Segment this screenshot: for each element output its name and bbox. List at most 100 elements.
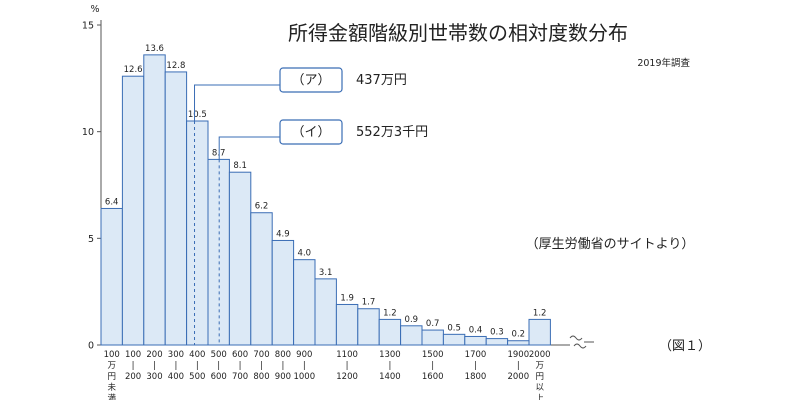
bar [250, 212, 273, 346]
bar-value-label: 4.0 [298, 249, 312, 259]
x-tick-label: 800 [275, 350, 291, 360]
x-tick-sublabel: 500 [189, 372, 205, 382]
source-note: （厚生労働省のサイトより） [526, 237, 695, 252]
bar-value-label: 0.3 [490, 328, 504, 338]
bar [314, 278, 337, 346]
bar-value-label: 1.9 [340, 293, 354, 303]
x-tick-sublabel: 800 [253, 372, 269, 382]
bar [121, 75, 145, 346]
chart-title: 所得金額階級別世帯数の相対度数分布 [288, 21, 628, 45]
callout-line [218, 136, 280, 160]
x-tick-sublabel: | [431, 361, 434, 371]
x-tick-sublabel: | [474, 361, 477, 371]
bar-value-label: 8.1 [233, 161, 247, 171]
x-tick-label: 400 [189, 350, 205, 360]
x-tick-sublabel: 円 [535, 372, 544, 382]
y-axis-unit: % [90, 4, 99, 15]
x-tick-sublabel: 400 [168, 372, 184, 382]
bar-value-label: 10.5 [188, 110, 207, 120]
x-tick-sublabel: 万 [107, 361, 116, 371]
callout-line [194, 84, 280, 121]
x-tick-label: 600 [232, 350, 248, 360]
bar [271, 239, 295, 346]
x-tick-label: 200 [146, 350, 162, 360]
x-tick-sublabel: | [239, 361, 242, 371]
x-tick-sublabel: 未 [107, 382, 116, 393]
x-tick-sublabel: 上 [535, 394, 544, 400]
x-tick-label: 300 [168, 350, 184, 360]
x-tick-sublabel: | [132, 361, 135, 371]
x-tick-label: 1100 [336, 350, 358, 360]
bar-value-label: 6.4 [105, 197, 119, 207]
bar [164, 71, 188, 346]
bar-value-label: 1.2 [533, 308, 547, 318]
annotation-value: 552万3千円 [356, 125, 428, 140]
annotation-box-label: （ア） [291, 73, 330, 88]
x-tick-sublabel: | [281, 361, 284, 371]
chart-subtitle: 2019年調査 [637, 57, 690, 69]
annotation-value: 437万円 [356, 73, 407, 88]
bar-value-label: 12.8 [166, 61, 185, 71]
axis-break-icon [569, 335, 594, 349]
bar-value-label: 4.9 [276, 229, 290, 239]
bar [186, 120, 209, 346]
x-tick-sublabel: | [517, 361, 520, 371]
x-tick-label: 1900 [507, 350, 529, 360]
bar-value-label: 0.9 [405, 315, 419, 325]
bar-value-label: 1.2 [383, 308, 397, 318]
x-tick-label: 500 [211, 350, 227, 360]
bar [335, 303, 359, 346]
bar-value-label: 0.2 [512, 330, 526, 340]
x-tick-label: 1300 [379, 350, 401, 360]
x-tick-sublabel: 以 [535, 383, 544, 393]
x-tick-label: 100 [125, 350, 141, 360]
bar-value-label: 13.6 [145, 44, 164, 54]
bar [100, 207, 123, 346]
bar [400, 325, 423, 346]
bar [507, 340, 530, 346]
bar [421, 329, 444, 346]
x-tick-sublabel: 600 [211, 372, 227, 382]
x-tick-sublabel: | [303, 361, 306, 371]
bar [357, 308, 380, 346]
y-tick-label: 5 [88, 234, 94, 245]
bar-value-label: 12.6 [124, 65, 143, 75]
annotation-box [279, 67, 343, 93]
bar [228, 171, 252, 346]
y-tick-label: 10 [82, 127, 94, 138]
bar-value-label: 1.7 [362, 298, 376, 308]
x-tick-sublabel: 円 [107, 372, 116, 382]
x-tick-sublabel: | [153, 361, 156, 371]
bar [143, 54, 166, 346]
x-tick-sublabel: | [346, 361, 349, 371]
annotation-box-label: （イ） [291, 125, 330, 140]
x-tick-label: 1700 [465, 350, 487, 360]
value-labels-group: 6.412.613.612.810.58.78.16.24.94.03.11.9… [105, 44, 547, 340]
x-tick-labels-group: 100万円未満100|200200|300300|400400|500500|6… [104, 350, 551, 400]
bar [485, 338, 509, 346]
x-tick-sublabel: | [260, 361, 263, 371]
x-tick-sublabel: 2000 [507, 372, 529, 382]
x-tick-sublabel: | [196, 361, 199, 371]
x-tick-label: 700 [253, 350, 269, 360]
x-tick-sublabel: 1400 [379, 372, 401, 382]
x-tick-label: 1500 [422, 350, 444, 360]
x-tick-sublabel: | [174, 361, 177, 371]
x-tick-sublabel: 1200 [336, 372, 358, 382]
bar [293, 259, 316, 346]
x-tick-sublabel: 700 [232, 372, 248, 382]
x-tick-sublabel: 1800 [465, 372, 487, 382]
bar [378, 318, 402, 346]
bar [528, 318, 551, 346]
annotations-group: （ア） 437万円 （イ） 552万3千円 [194, 67, 428, 345]
bar-value-label: 3.1 [319, 268, 333, 278]
x-tick-sublabel: 1000 [293, 372, 315, 382]
figure-label: （図１） [659, 339, 711, 354]
x-tick-sublabel: 200 [125, 372, 141, 382]
x-tick-sublabel: 900 [275, 372, 291, 382]
x-tick-label: 900 [296, 350, 312, 360]
y-tick-label: 0 [88, 341, 94, 352]
bars-group [100, 54, 551, 346]
y-tick-label: 15 [82, 21, 94, 32]
